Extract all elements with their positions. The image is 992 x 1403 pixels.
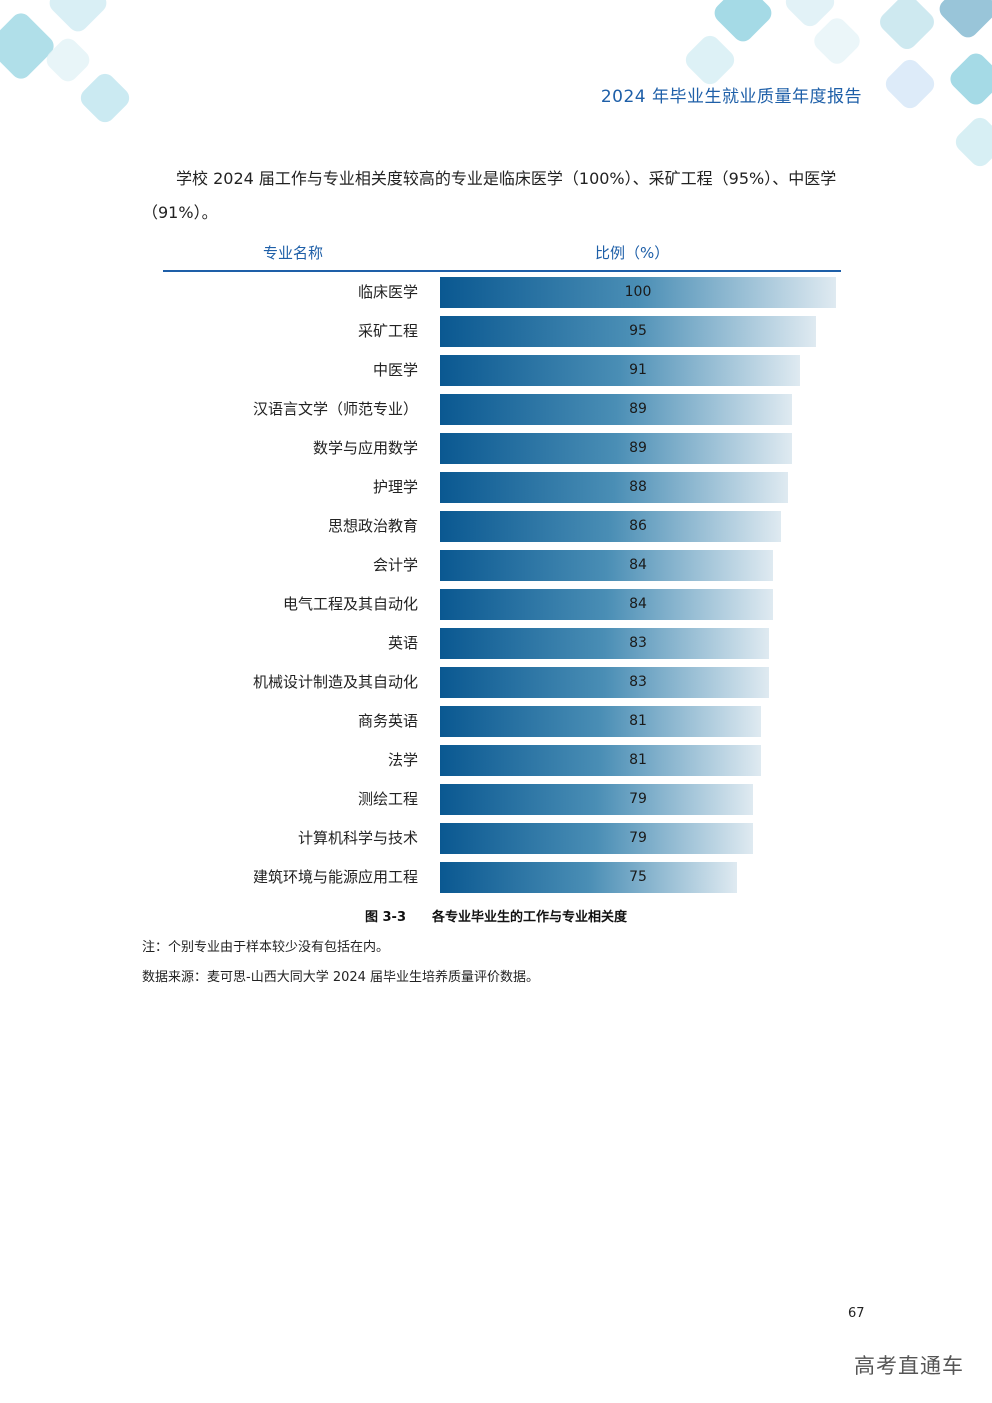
figure-caption: 图 3-3 各专业毕业生的工作与专业相关度: [0, 906, 992, 925]
value-label: 75: [629, 869, 647, 885]
value-label: 81: [629, 752, 647, 768]
table-row: 采矿工程 95: [163, 311, 841, 350]
value-bar: [440, 550, 773, 581]
value-label: 79: [629, 791, 647, 807]
value-label: 91: [629, 362, 647, 378]
table-row: 汉语言文学（师范专业） 89: [163, 389, 841, 428]
value-bar: [440, 862, 737, 893]
value-bar: [440, 433, 793, 464]
deco-square: [881, 55, 939, 113]
table-row: 英语 83: [163, 623, 841, 662]
table-row: 机械设计制造及其自动化 83: [163, 662, 841, 701]
major-label: 建筑环境与能源应用工程: [252, 868, 418, 886]
major-label: 电气工程及其自动化: [282, 595, 418, 613]
deco-square: [810, 14, 864, 68]
major-label: 汉语言文学（师范专业）: [252, 400, 418, 418]
table-row: 临床医学 100: [163, 272, 841, 311]
relevance-bar-table: 专业名称 比例（%） 临床医学 100 采矿工程 95 中医学 91 汉语言文学（师范专业）…: [163, 232, 841, 896]
table-row: 建筑环境与能源应用工程 75: [163, 857, 841, 896]
deco-square: [681, 31, 739, 89]
table-row: 中医学 91: [163, 350, 841, 389]
value-bar: [440, 511, 781, 542]
value-label: 88: [629, 479, 647, 495]
value-bar: [440, 472, 789, 503]
value-bar: [440, 823, 753, 854]
deco-square: [710, 0, 776, 46]
value-label: 100: [624, 284, 652, 300]
table-row: 商务英语 81: [163, 701, 841, 740]
value-bar: [440, 589, 773, 620]
deco-square: [946, 49, 992, 109]
value-label: 84: [629, 596, 647, 612]
column-header-percent: 比例（%）: [595, 244, 670, 262]
value-bar: [440, 316, 817, 347]
major-label: 临床医学: [357, 283, 418, 301]
table-row: 电气工程及其自动化 84: [163, 584, 841, 623]
major-label: 思想政治教育: [327, 517, 418, 535]
watermark: 高考直通车: [854, 1354, 964, 1378]
major-label: 采矿工程: [357, 322, 418, 340]
deco-square: [76, 69, 134, 127]
major-label: 法学: [387, 751, 418, 769]
value-label: 89: [629, 440, 647, 456]
major-label: 商务英语: [357, 712, 418, 730]
major-label: 中医学: [372, 361, 418, 379]
value-bar: [440, 394, 793, 425]
deco-square: [951, 113, 992, 171]
table-row: 法学 81: [163, 740, 841, 779]
value-label: 86: [629, 518, 647, 534]
column-header-major: 专业名称: [263, 244, 324, 262]
major-label: 会计学: [372, 556, 418, 574]
figure-number: 图 3-3: [364, 910, 406, 925]
table-body: 临床医学 100 采矿工程 95 中医学 91 汉语言文学（师范专业） 89 数学与应用数学 89…: [163, 272, 841, 896]
deco-square: [875, 0, 939, 54]
value-label: 83: [629, 674, 647, 690]
report-header-title: 2024 年毕业生就业质量年度报告: [600, 87, 862, 107]
major-label: 英语: [387, 634, 418, 652]
value-bar: [440, 784, 753, 815]
value-label: 83: [629, 635, 647, 651]
table-row: 思想政治教育 86: [163, 506, 841, 545]
deco-square: [935, 0, 992, 42]
major-label: 测绘工程: [357, 790, 418, 808]
major-label: 机械设计制造及其自动化: [252, 673, 418, 691]
major-label: 数学与应用数学: [312, 439, 418, 457]
major-label: 护理学: [372, 478, 418, 496]
deco-square: [0, 9, 58, 83]
table-row: 计算机科学与技术 79: [163, 818, 841, 857]
figure-title: 各专业毕业生的工作与专业相关度: [432, 910, 628, 925]
deco-square: [45, 0, 111, 36]
value-label: 79: [629, 830, 647, 846]
intro-paragraph: 学校 2024 届工作与专业相关度较高的专业是临床医学（100%）、采矿工程（9…: [142, 169, 837, 222]
value-bar: [440, 706, 761, 737]
value-bar: [440, 745, 761, 776]
value-bar: [440, 277, 836, 308]
value-label: 95: [629, 323, 647, 339]
value-label: 84: [629, 557, 647, 573]
table-row: 会计学 84: [163, 545, 841, 584]
page-number: 67: [848, 1306, 865, 1321]
value-label: 89: [629, 401, 647, 417]
value-label: 81: [629, 713, 647, 729]
value-bar: [440, 355, 801, 386]
value-bar: [440, 667, 769, 698]
table-row: 测绘工程 79: [163, 779, 841, 818]
footnote: 注：个别专业由于样本较少没有包括在内。: [142, 940, 390, 955]
data-source-note: 数据来源：麦可思-山西大同大学 2024 届毕业生培养质量评价数据。: [142, 970, 540, 985]
major-label: 计算机科学与技术: [297, 829, 418, 847]
table-row: 护理学 88: [163, 467, 841, 506]
table-header: 专业名称 比例（%）: [163, 232, 841, 272]
table-row: 数学与应用数学 89: [163, 428, 841, 467]
value-bar: [440, 628, 769, 659]
